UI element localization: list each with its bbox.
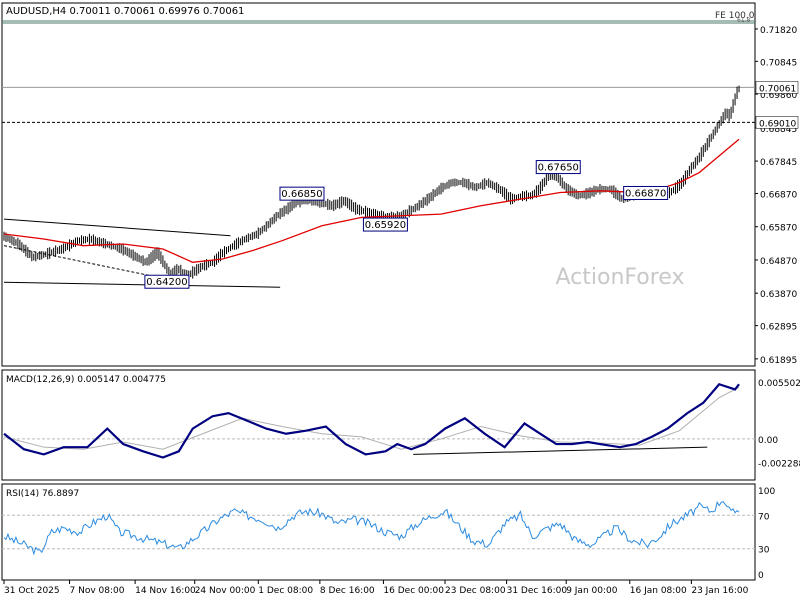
rsi-label: RSI(14) 76.8897 — [6, 489, 79, 499]
channel-upper-line — [3, 218, 231, 237]
price-annotation-label: 0.67650 — [538, 163, 579, 174]
x-axis-label: 16 Dec 00:00 — [383, 586, 444, 596]
x-axis-label: 7 Nov 08:00 — [70, 586, 125, 596]
price-annotation-box — [279, 186, 325, 201]
price-y-tick-label: 0.67845 — [760, 158, 797, 168]
macd-y-tick-label: 0.00 — [758, 436, 778, 446]
price-annotation-label: 0.66850 — [281, 189, 322, 200]
symbol-header: AUDUSD,H4 0.70011 0.70061 0.69976 0.7006… — [6, 6, 244, 17]
price-y-tick-label: 0.66870 — [760, 190, 797, 200]
price-annotation-box — [623, 185, 669, 200]
x-axis-label: 31 Dec 16:00 — [507, 586, 568, 596]
macd-line — [3, 382, 740, 459]
price-y-tick-label: 0.62895 — [760, 323, 797, 333]
price-tag-box — [755, 81, 799, 94]
macd-y-tick-label: 0.005502 — [758, 379, 800, 389]
x-axis-label: 24 Nov 00:00 — [195, 586, 256, 596]
channel-lower-line — [3, 281, 281, 288]
price-annotation-box — [535, 160, 581, 175]
price-annotation-box — [362, 217, 408, 232]
panel-frame-0 — [1, 2, 756, 367]
price-annotation-label: 0.64200 — [146, 277, 187, 288]
price-tag-label: 0.69010 — [759, 119, 796, 129]
price-y-tick-label: 0.61895 — [760, 356, 797, 366]
rsi-y-tick-label: 0 — [758, 571, 764, 581]
x-axis-label: 8 Dec 16:00 — [320, 586, 375, 596]
macd-trendline — [413, 446, 708, 455]
x-axis-label: 1 Dec 08:00 — [258, 586, 313, 596]
rsi-line — [3, 500, 740, 556]
price-y-tick-label: 0.65870 — [760, 224, 797, 234]
price-y-tick-label: 0.70845 — [760, 58, 797, 68]
price-tag-box — [755, 116, 799, 129]
x-axis-label: 16 Jan 08:00 — [630, 586, 687, 596]
price-y-tick-label: 0.63870 — [760, 290, 797, 300]
price-y-tick-label: 0.69860 — [760, 91, 797, 101]
macd-label: MACD(12,26,9) 0.005147 0.004775 — [6, 375, 166, 385]
x-axis-label: 23 Jan 16:00 — [691, 586, 748, 596]
rsi-y-tick-label: 30 — [758, 546, 770, 556]
fe-label-2: 61.8 — [737, 17, 751, 24]
x-axis-label: 14 Nov 16:00 — [135, 586, 196, 596]
price-annotation-label: 0.65920 — [365, 220, 406, 231]
price-y-tick-label: 0.71820 — [760, 26, 797, 36]
rsi-y-tick-label: 100 — [758, 487, 775, 497]
watermark: ActionForex — [556, 265, 685, 290]
x-axis-label: 23 Dec 08:00 — [445, 586, 506, 596]
rsi-y-tick-label: 70 — [758, 512, 770, 522]
price-y-tick-label: 0.64870 — [760, 257, 797, 267]
panel-frame-1 — [1, 369, 756, 481]
x-axis-label: 9 Jan 00:00 — [566, 586, 618, 596]
fe-label: FE 100.0 — [715, 11, 755, 21]
macd-y-tick-label: -0.002288 — [758, 460, 800, 470]
price-annotation-box — [144, 274, 190, 289]
price-tag-label: 0.70061 — [759, 84, 796, 94]
price-y-tick-label: 0.68845 — [760, 125, 797, 135]
price-bars — [3, 85, 740, 280]
price-annotation-label: 0.66870 — [625, 188, 666, 199]
x-axis-label: 31 Oct 2025 — [4, 586, 60, 596]
